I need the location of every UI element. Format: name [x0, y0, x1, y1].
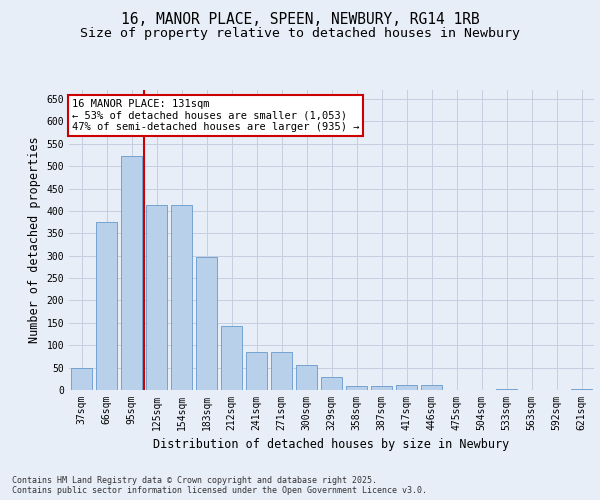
Bar — [246, 352, 267, 390]
Bar — [571, 388, 592, 390]
Text: Contains HM Land Registry data © Crown copyright and database right 2025.
Contai: Contains HM Land Registry data © Crown c… — [12, 476, 427, 495]
Bar — [371, 386, 392, 390]
Bar — [196, 257, 217, 390]
Y-axis label: Number of detached properties: Number of detached properties — [28, 136, 41, 344]
Bar — [496, 388, 517, 390]
Text: 16 MANOR PLACE: 131sqm
← 53% of detached houses are smaller (1,053)
47% of semi-: 16 MANOR PLACE: 131sqm ← 53% of detached… — [71, 99, 359, 132]
X-axis label: Distribution of detached houses by size in Newbury: Distribution of detached houses by size … — [154, 438, 509, 452]
Bar — [421, 384, 442, 390]
Text: Size of property relative to detached houses in Newbury: Size of property relative to detached ho… — [80, 28, 520, 40]
Bar — [96, 222, 117, 390]
Bar — [346, 386, 367, 390]
Bar — [396, 384, 417, 390]
Bar — [296, 366, 317, 390]
Bar — [171, 205, 192, 390]
Bar — [121, 156, 142, 390]
Text: 16, MANOR PLACE, SPEEN, NEWBURY, RG14 1RB: 16, MANOR PLACE, SPEEN, NEWBURY, RG14 1R… — [121, 12, 479, 28]
Bar — [321, 376, 342, 390]
Bar — [221, 326, 242, 390]
Bar — [271, 352, 292, 390]
Bar — [71, 368, 92, 390]
Bar — [146, 205, 167, 390]
